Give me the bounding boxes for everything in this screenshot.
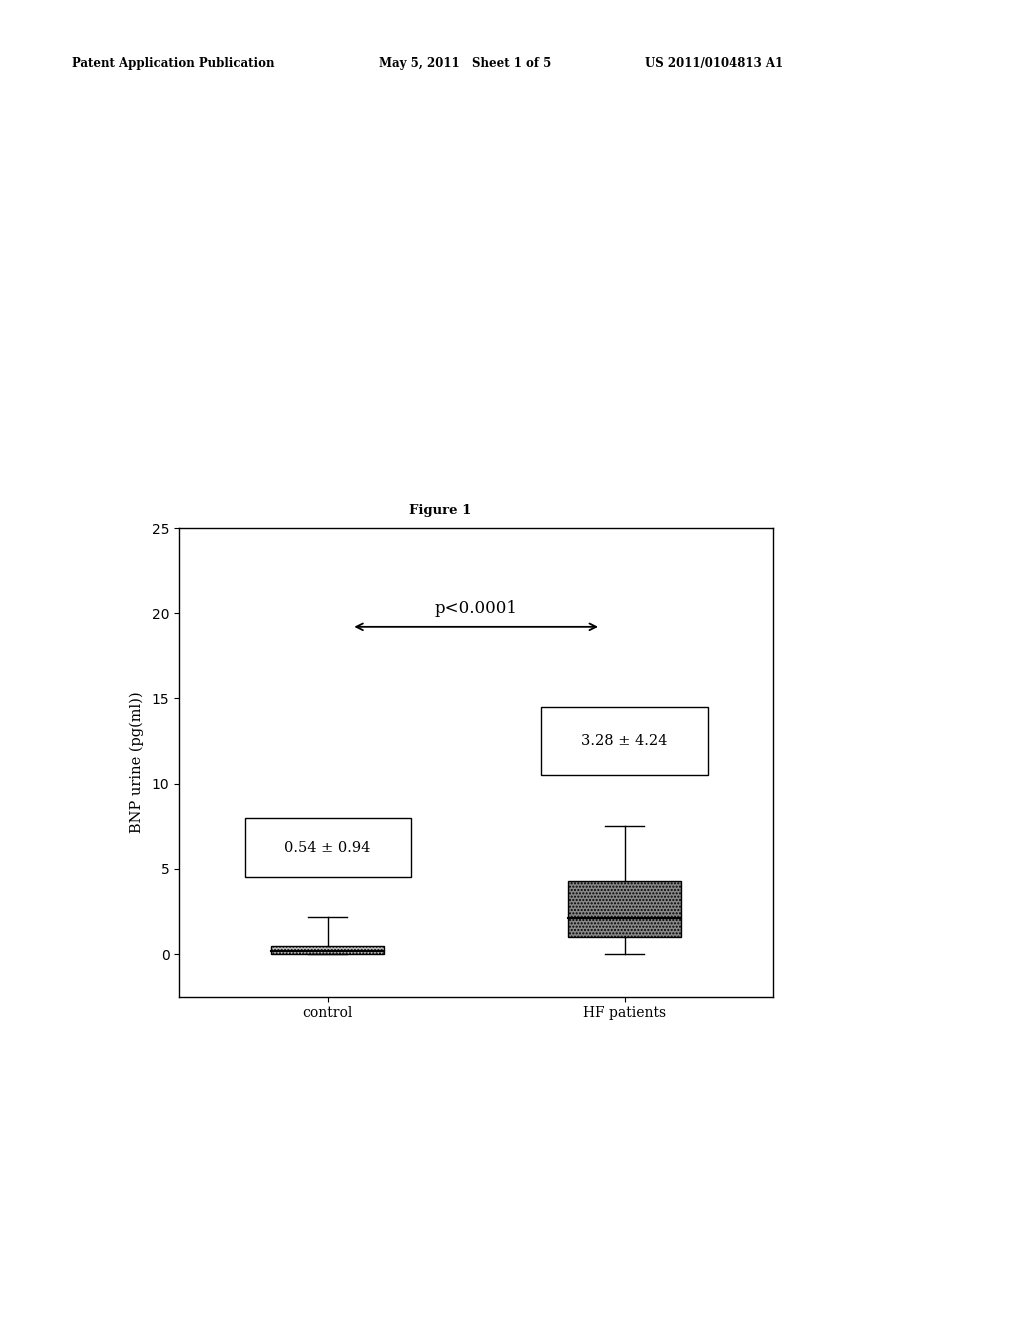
Text: 0.54 ± 0.94: 0.54 ± 0.94 bbox=[285, 841, 371, 854]
Text: Figure 1: Figure 1 bbox=[410, 504, 471, 517]
Text: US 2011/0104813 A1: US 2011/0104813 A1 bbox=[645, 57, 783, 70]
Y-axis label: BNP urine (pg(ml)): BNP urine (pg(ml)) bbox=[129, 692, 143, 833]
Text: May 5, 2011   Sheet 1 of 5: May 5, 2011 Sheet 1 of 5 bbox=[379, 57, 551, 70]
Text: Patent Application Publication: Patent Application Publication bbox=[72, 57, 274, 70]
Bar bbox=[271, 946, 384, 954]
Bar bbox=[245, 817, 411, 878]
Text: p<0.0001: p<0.0001 bbox=[434, 599, 518, 616]
Text: 3.28 ± 4.24: 3.28 ± 4.24 bbox=[582, 734, 668, 748]
Bar bbox=[542, 708, 708, 775]
Bar bbox=[568, 880, 681, 937]
